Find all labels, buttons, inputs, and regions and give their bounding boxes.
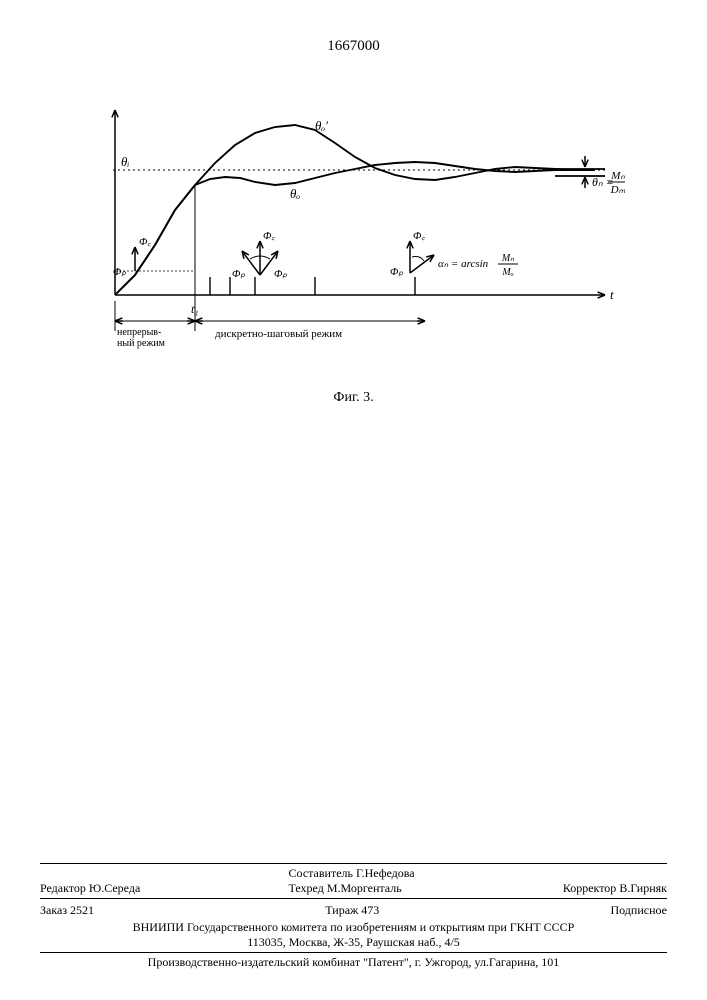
techred-label: Техред <box>289 881 324 895</box>
figure-caption: Фиг. 3. <box>333 390 373 406</box>
corrector-name: В.Гирняк <box>619 881 667 895</box>
order-row: Заказ 2521 Тираж 473 Подписное <box>40 901 667 920</box>
svg-text:Mₙ: Mₙ <box>610 170 625 182</box>
figure-svg: tθᵢθₒ′θₒθₙ =MₙDₘt₁непрерыв-ный режимдиск… <box>85 95 625 375</box>
svg-text:θᵢ: θᵢ <box>121 154 129 169</box>
svg-text:t: t <box>610 287 614 302</box>
svg-text:ный режим: ный режим <box>117 338 166 349</box>
org-line-1: ВНИИПИ Государственного комитета по изоб… <box>40 920 667 935</box>
footer-rule-1 <box>40 863 667 864</box>
svg-text:Φ꜀: Φ꜀ <box>263 230 275 242</box>
svg-text:Φₚ: Φₚ <box>232 268 245 280</box>
svg-text:θₒ′: θₒ′ <box>315 118 328 133</box>
org-line-2: 113035, Москва, Ж-35, Раушская наб., 4/5 <box>40 935 667 950</box>
compiler-name: Г.Нефедова <box>356 866 415 880</box>
svg-text:Mₒ: Mₒ <box>501 267 513 278</box>
svg-text:αₙ = arcsin: αₙ = arcsin <box>438 258 489 270</box>
svg-text:Φ꜀: Φ꜀ <box>413 230 425 242</box>
center-credits: Составитель Г.Нефедова Техред М.Моргента… <box>289 866 415 896</box>
footer-rule-3 <box>40 952 667 953</box>
editor-label: Редактор <box>40 881 86 895</box>
svg-text:Mₙ: Mₙ <box>501 253 515 264</box>
svg-text:Φₚ: Φₚ <box>113 266 126 278</box>
svg-text:θₒ: θₒ <box>290 186 300 201</box>
page-number: 1667000 <box>327 38 380 55</box>
techred-name: М.Моргенталь <box>327 881 402 895</box>
editor-name: Ю.Середа <box>89 881 140 895</box>
svg-text:непрерыв-: непрерыв- <box>117 327 161 338</box>
svg-text:дискретно-шаговый режим: дискретно-шаговый режим <box>215 328 342 340</box>
footer-block: Редактор Ю.Середа Составитель Г.Нефедова… <box>40 861 667 970</box>
figure-3: tθᵢθₒ′θₒθₙ =MₙDₘt₁непрерыв-ный режимдиск… <box>85 95 625 375</box>
corrector-cell: Корректор В.Гирняк <box>563 881 667 896</box>
compiler-label: Составитель <box>289 866 353 880</box>
credits-row: Редактор Ю.Середа Составитель Г.Нефедова… <box>40 866 667 896</box>
tirage: Тираж 473 <box>325 903 379 918</box>
svg-text:Dₘ: Dₘ <box>610 184 625 196</box>
printer-line: Производственно-издательский комбинат "П… <box>40 955 667 970</box>
svg-text:Φₚ: Φₚ <box>390 266 403 278</box>
order-number: Заказ 2521 <box>40 903 94 918</box>
footer-rule-2 <box>40 898 667 899</box>
subscription: Подписное <box>610 903 667 918</box>
editor-cell: Редактор Ю.Середа <box>40 881 140 896</box>
corrector-label: Корректор <box>563 881 617 895</box>
svg-text:Φₚ: Φₚ <box>274 268 287 280</box>
svg-text:Φ꜀: Φ꜀ <box>139 236 151 248</box>
